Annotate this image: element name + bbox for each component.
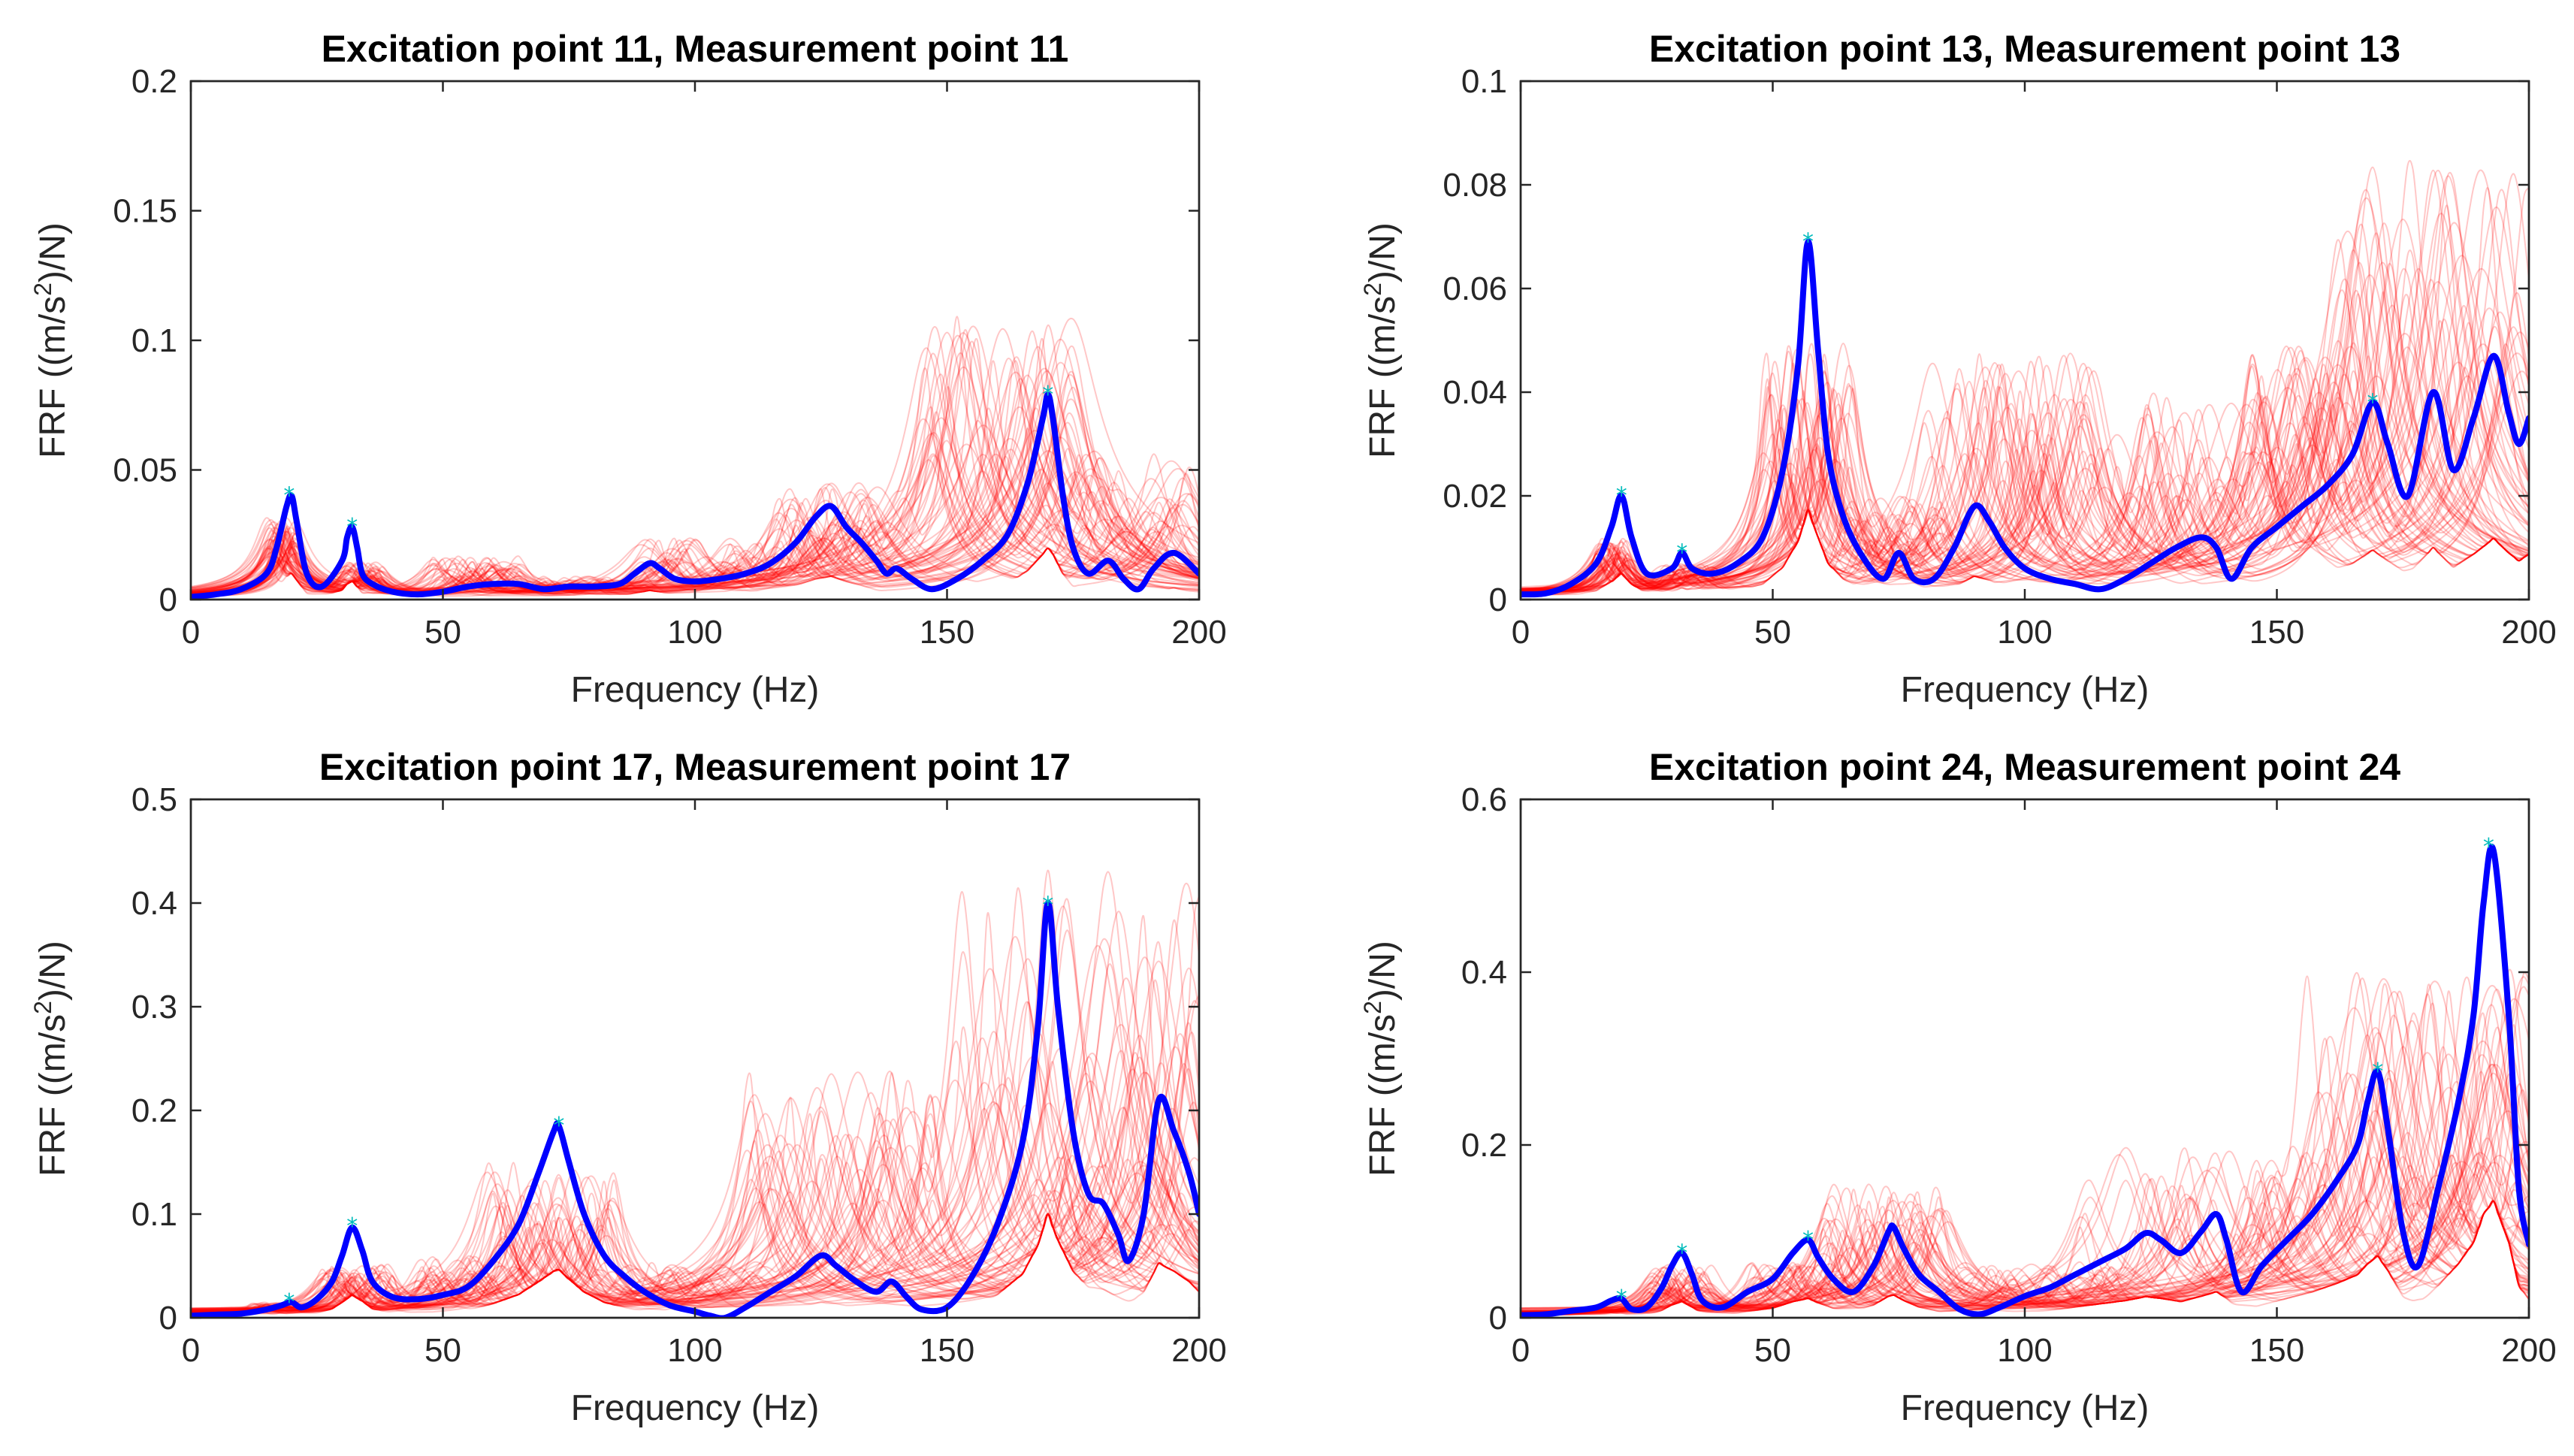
x-tick-label: 200: [1171, 614, 1226, 651]
chart-title: Excitation point 24, Measurement point 2…: [1649, 746, 2400, 788]
y-axis-label: FRF ((m/s2)/N): [29, 222, 73, 458]
x-tick-label: 150: [2249, 1332, 2304, 1369]
x-tick-label: 100: [1997, 1332, 2052, 1369]
x-tick-label: 50: [1754, 614, 1791, 651]
x-tick-label: 50: [1754, 1332, 1791, 1369]
peak-marker: *: [2367, 389, 2378, 415]
peak-marker: *: [2372, 1059, 2383, 1085]
y-tick-label: 0: [159, 1300, 177, 1337]
y-tick-label: 0.1: [1461, 63, 1507, 100]
x-tick-label: 0: [1512, 614, 1530, 651]
peak-marker: *: [1616, 483, 1627, 509]
chart-title: Excitation point 17, Measurement point 1…: [319, 746, 1071, 788]
x-tick-label: 100: [1997, 614, 2052, 651]
x-tick-label: 200: [1171, 1332, 1226, 1369]
y-tick-label: 0.2: [1461, 1127, 1507, 1164]
peak-marker: *: [1802, 1227, 1814, 1253]
peak-marker: *: [1676, 539, 1687, 566]
y-tick-label: 0.6: [1461, 781, 1507, 818]
chart-frf-point-24: * * * * * 0 50 100 150 200 0 0.2 0.4 0.6 Excitation po…: [1359, 746, 2557, 1428]
x-tick-label: 150: [920, 614, 974, 651]
y-tick-label: 0.5: [131, 781, 177, 818]
y-tick-label: 0.15: [113, 193, 177, 230]
peak-marker: *: [346, 514, 358, 540]
y-tick-label: 0.2: [131, 1092, 177, 1129]
peak-marker: *: [2483, 834, 2494, 860]
peak-marker: *: [283, 483, 295, 509]
x-tick-label: 200: [2501, 1332, 2556, 1369]
chart-frf-point-13: * * * * 0 50 100 150 200 0 0.02 0.04 0.06 0.08 0.1 Exci…: [1359, 28, 2557, 710]
y-tick-label: 0.05: [113, 452, 177, 489]
y-tick-label: 0.02: [1443, 478, 1507, 515]
x-tick-label: 200: [2501, 614, 2556, 651]
y-tick-label: 0: [1489, 581, 1507, 618]
peak-marker: *: [1616, 1285, 1627, 1312]
y-tick-label: 0.1: [131, 1196, 177, 1233]
y-tick-label: 0.04: [1443, 374, 1507, 411]
x-tick-label: 100: [667, 1332, 722, 1369]
y-tick-label: 0: [1489, 1300, 1507, 1337]
x-tick-label: 0: [182, 1332, 200, 1369]
x-axis-label: Frequency (Hz): [571, 670, 820, 710]
x-axis-label: Frequency (Hz): [571, 1388, 820, 1428]
chart-title: Excitation point 11, Measurement point 1…: [322, 28, 1069, 70]
peak-marker: *: [553, 1113, 564, 1139]
x-axis-label: Frequency (Hz): [1901, 1388, 2150, 1428]
chart-frf-point-17: * * * * 0 50 100 150 200 0 0.1 0.2 0.3 0.4 0.5 Excitati…: [29, 746, 1227, 1428]
chart-title: Excitation point 13, Measurement point 1…: [1649, 28, 2400, 70]
peak-marker: *: [1676, 1240, 1687, 1266]
y-tick-label: 0.3: [131, 989, 177, 1026]
x-tick-label: 150: [920, 1332, 974, 1369]
x-axis-label: Frequency (Hz): [1901, 670, 2150, 710]
x-tick-label: 0: [182, 614, 200, 651]
x-tick-label: 50: [424, 1332, 461, 1369]
peak-marker: *: [346, 1213, 358, 1240]
x-tick-label: 0: [1512, 1332, 1530, 1369]
chart-frf-point-11: * * * 0 50 100 150 200 0 0.05 0.1 0.15 0.2 Excitation…: [29, 28, 1227, 710]
y-tick-label: 0.4: [1461, 954, 1507, 991]
x-tick-label: 100: [667, 614, 722, 651]
y-tick-label: 0.2: [131, 63, 177, 100]
x-tick-label: 150: [2249, 614, 2304, 651]
y-tick-label: 0.06: [1443, 270, 1507, 307]
y-tick-label: 0.08: [1443, 167, 1507, 204]
x-tick-label: 50: [424, 614, 461, 651]
peak-marker: *: [1042, 382, 1053, 408]
y-tick-label: 0.4: [131, 885, 177, 922]
y-tick-label: 0.1: [131, 322, 177, 359]
peak-marker: *: [283, 1289, 295, 1316]
y-axis-label: FRF ((m/s2)/N): [29, 941, 73, 1177]
y-axis-label: FRF ((m/s2)/N): [1359, 941, 1403, 1177]
peak-marker: *: [1042, 892, 1053, 918]
y-axis-label: FRF ((m/s2)/N): [1359, 222, 1403, 458]
peak-marker: *: [1802, 228, 1814, 255]
y-tick-label: 0: [159, 581, 177, 618]
